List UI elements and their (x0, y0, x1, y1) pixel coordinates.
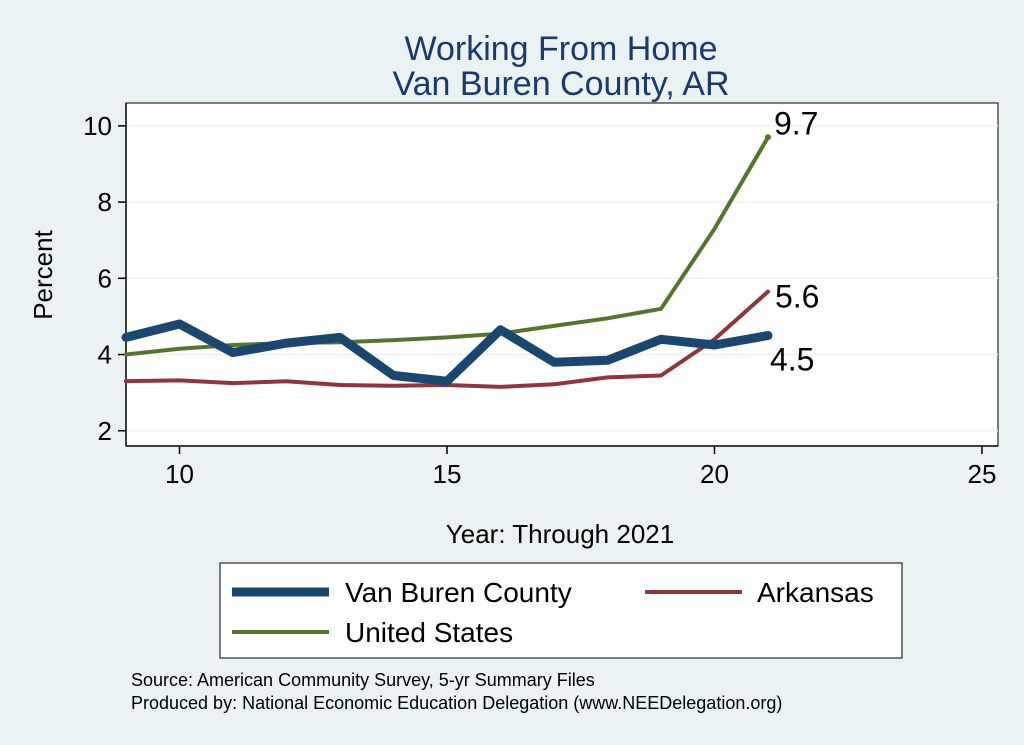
legend-label-arkansas: Arkansas (757, 577, 874, 608)
x-tick-label-15: 15 (433, 459, 462, 489)
plot-area (125, 102, 999, 447)
chart-title-line-1: Working From Home (405, 30, 718, 68)
x-tick-label-10: 10 (165, 459, 194, 489)
x-tick-label-25: 25 (967, 459, 996, 489)
end-marker-united-states (764, 134, 771, 141)
legend: Van Buren County Arkansas United States (219, 562, 903, 659)
series-line-van-buren-county (121, 319, 773, 386)
gridlines (126, 125, 998, 432)
legend-label-united-states: United States (345, 617, 513, 648)
producer-note: Produced by: National Economic Education… (131, 693, 782, 713)
y-tick-label-6: 6 (98, 263, 112, 293)
y-tick-label-2: 2 (98, 416, 112, 446)
y-tick-label-4: 4 (98, 340, 112, 370)
legend-label-van-buren-county: Van Buren County (345, 577, 572, 608)
y-tick-label-10: 10 (83, 111, 112, 141)
legend-box (219, 562, 903, 659)
end-label-united-states: 9.7 (774, 105, 818, 141)
end-labels: 9.7 5.6 4.5 (764, 105, 819, 377)
series-lines (121, 135, 773, 389)
chart-title-line-2: Van Buren County, AR (392, 65, 729, 103)
end-label-arkansas: 5.6 (775, 279, 819, 315)
y-tick-label-8: 8 (98, 187, 112, 217)
y-axis-title: Percent (28, 229, 58, 319)
source-note: Source: American Community Survey, 5-yr … (131, 670, 595, 690)
x-tick-label-20: 20 (700, 459, 729, 489)
x-axis-title: Year: Through 2021 (446, 519, 674, 549)
end-label-van-buren-county: 4.5 (770, 341, 814, 377)
axes: 2 4 6 8 10 10 15 20 25 (83, 103, 998, 489)
series-line-united-states (124, 135, 770, 357)
